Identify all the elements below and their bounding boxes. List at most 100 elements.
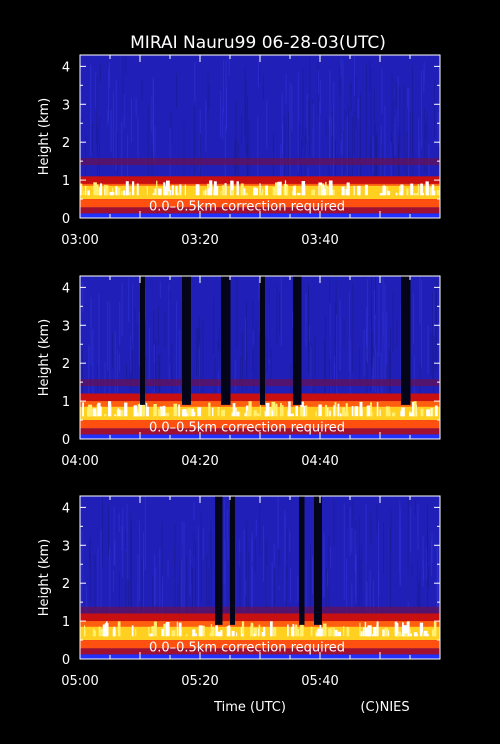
cloud-peak [394, 621, 398, 637]
noise-streak [170, 110, 172, 146]
cloud-peak [231, 190, 234, 196]
noise-streak [198, 342, 200, 414]
noise-streak [357, 557, 359, 649]
cloud-peak [419, 622, 424, 637]
cloud-peak [379, 409, 381, 417]
cloud-peak [385, 406, 390, 417]
noise-streak [433, 290, 435, 336]
noise-streak [227, 539, 229, 561]
cloud-peak [230, 180, 234, 196]
noise-streak [348, 106, 349, 206]
noise-streak [154, 126, 156, 163]
cloud-peak [88, 404, 93, 417]
noise-streak [426, 114, 428, 202]
noise-streak [369, 569, 371, 621]
noise-streak [119, 353, 121, 372]
cloud-peak [121, 191, 123, 196]
noise-streak [311, 343, 313, 439]
cloud-peak [369, 411, 373, 417]
lidar-panel: 0.0–0.5km correction required 0 1 2 3 4 Height… [37, 275, 441, 469]
cloud-peak [166, 622, 170, 637]
cloud-peak [242, 188, 246, 196]
noise-streak [397, 76, 399, 127]
noise-streak [130, 513, 132, 606]
noise-streak [376, 504, 378, 534]
cloud-peak [139, 403, 143, 417]
noise-streak [98, 293, 100, 380]
cloud-peak [332, 627, 335, 637]
cloud-peak [114, 414, 117, 417]
heatmap-area [80, 276, 440, 439]
credit-text: (C)NIES [360, 700, 409, 715]
noise-streak [334, 355, 335, 380]
cloud-peak [317, 628, 321, 637]
cloud-peak [376, 402, 379, 417]
noise-streak [198, 317, 200, 349]
cloud-peak [409, 411, 411, 417]
noise-streak [436, 543, 438, 610]
cloud-peak [171, 185, 174, 196]
noise-streak [263, 526, 264, 582]
cloud-peak [83, 190, 85, 196]
y-tick-label: 4 [62, 60, 70, 75]
noise-streak [112, 91, 114, 164]
noise-streak [332, 110, 334, 160]
noise-streak [218, 327, 220, 361]
noise-streak [425, 123, 427, 141]
noise-streak [158, 354, 160, 421]
cloud-peak [259, 405, 261, 417]
noise-streak [266, 99, 268, 150]
noise-streak [427, 566, 429, 589]
cloud-peak [269, 407, 272, 417]
noise-streak [176, 300, 178, 387]
cloud-peak [287, 410, 291, 417]
noise-streak [107, 506, 109, 555]
noise-streak [255, 519, 257, 537]
cloud-peak [133, 405, 138, 417]
cloud-peak [290, 413, 294, 417]
noise-streak [183, 124, 185, 176]
noise-streak [96, 75, 98, 146]
noise-streak [89, 554, 91, 575]
upper-layer-band [80, 606, 440, 614]
noise-streak [174, 547, 176, 566]
noise-streak [169, 289, 171, 365]
cloud-peak [210, 624, 213, 637]
noise-streak [135, 97, 137, 118]
noise-streak [109, 303, 111, 394]
noise-streak [148, 327, 150, 383]
cloud-peak [362, 627, 365, 637]
cloud-peak [191, 408, 195, 417]
cloud-peak [235, 407, 237, 417]
noise-streak [369, 137, 371, 162]
cloud-peak [296, 192, 301, 196]
noise-streak [180, 560, 182, 626]
noise-streak [164, 310, 166, 348]
cloud-peak [185, 634, 188, 637]
cloud-peak [146, 402, 148, 417]
near-surface-band [80, 640, 440, 649]
noise-streak [277, 496, 279, 549]
noise-streak [134, 309, 136, 399]
noise-streak [246, 520, 248, 614]
cloud-peak [273, 627, 277, 637]
cloud-peak [261, 189, 264, 196]
noise-streak [222, 107, 224, 140]
noise-streak [423, 107, 425, 172]
noise-streak [121, 122, 123, 193]
cloud-peak [158, 188, 162, 196]
noise-streak [342, 60, 344, 155]
noise-streak [81, 530, 83, 622]
data-gap [140, 276, 145, 405]
cloud-peak [248, 401, 252, 417]
noise-streak [118, 513, 120, 533]
noise-streak [104, 361, 106, 420]
noise-streak [193, 502, 195, 521]
cloud-peak [296, 629, 300, 637]
noise-streak [242, 349, 244, 434]
noise-streak [229, 514, 230, 600]
cloud-peak [303, 405, 305, 417]
noise-streak [282, 122, 284, 184]
noise-streak [327, 571, 329, 587]
noise-streak [115, 79, 117, 171]
